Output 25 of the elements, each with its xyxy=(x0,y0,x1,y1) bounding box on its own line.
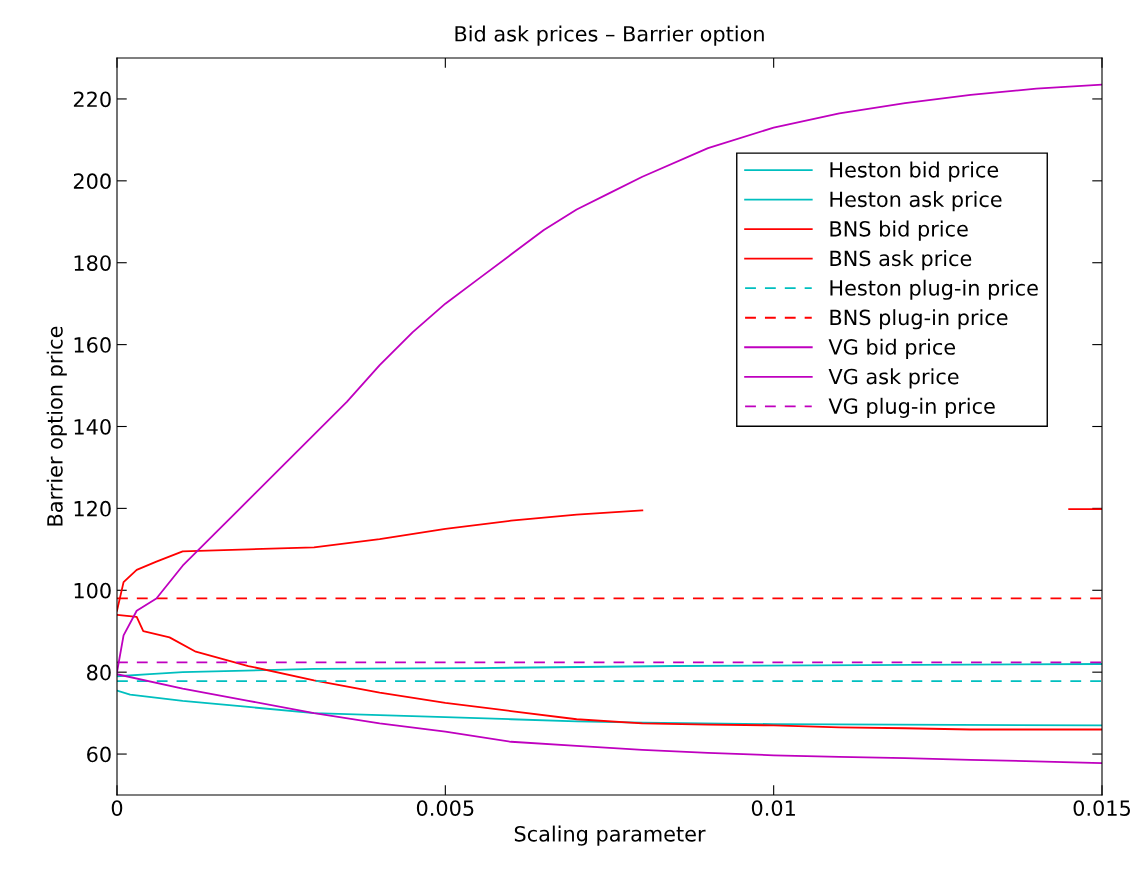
y-tick-label: 80 xyxy=(87,664,111,681)
legend-label: BNS plug-in price xyxy=(830,309,1008,330)
legend-label: Heston bid price xyxy=(830,161,999,182)
y-axis-title: Barrier option price xyxy=(46,326,67,526)
x-tick-label: 0.005 xyxy=(416,800,474,816)
y-tick-label: 120 xyxy=(74,500,111,517)
legend-label: BNS ask price xyxy=(830,250,972,271)
x-tick-label: 0.015 xyxy=(1073,800,1130,816)
y-tick-label: 180 xyxy=(74,255,111,271)
y-tick-label: 200 xyxy=(73,173,111,190)
legend-label: Heston ask price xyxy=(830,191,1002,212)
legend-label: Heston plug-in price xyxy=(830,279,1038,300)
y-tick-label: 60 xyxy=(87,746,111,763)
y-tick-label: 140 xyxy=(74,418,111,435)
legend-label: VG ask price xyxy=(828,368,959,389)
y-tick-label: 160 xyxy=(74,337,111,353)
y-tick-label: 100 xyxy=(74,582,111,599)
legend-label: BNS bid price xyxy=(830,220,968,241)
x-axis-title: Scaling parameter xyxy=(514,825,706,846)
legend-label: VG plug-in price xyxy=(828,397,995,418)
legend-label: VG bid price xyxy=(828,338,956,359)
y-tick-label: 220 xyxy=(73,91,111,108)
chart-title: Bid ask prices – Barrier option xyxy=(455,25,764,46)
x-tick-label: 0 xyxy=(111,800,123,816)
x-tick-label: 0.01 xyxy=(751,800,795,816)
